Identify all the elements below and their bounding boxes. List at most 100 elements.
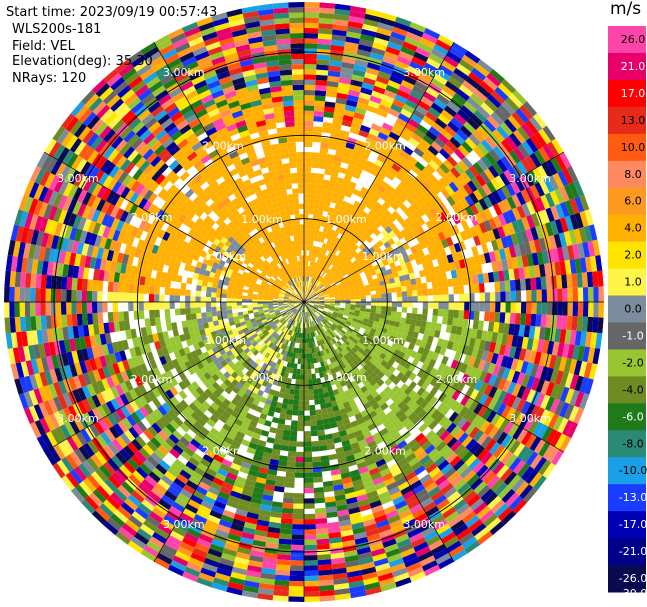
ppi-cell [566,315,573,331]
ppi-cell [318,252,323,259]
ppi-cell [459,507,474,520]
ppi-cell [501,488,516,504]
ppi-cell [489,311,496,323]
ppi-cell [332,349,338,356]
ppi-cell [529,405,541,420]
ppi-cell [316,424,325,431]
ppi-cell [419,37,436,49]
ppi-cell [349,235,357,242]
ppi-cell [464,293,470,302]
ppi-cell [55,302,62,315]
ppi-cell [333,13,350,22]
ppi-cell [345,330,352,336]
ppi-cell [313,314,318,319]
ppi-cell [579,210,589,228]
ppi-cell [14,302,20,318]
ppi-cell [309,321,312,327]
ppi-cell [365,302,372,306]
ppi-cell [340,329,346,335]
ppi-cell [492,162,504,176]
ppi-cell [365,375,374,383]
ppi-cell [369,357,377,365]
ppi-cell [304,560,318,566]
ppi-cell [315,262,319,269]
ppi-cell [472,274,479,285]
ppi-cell [421,181,431,192]
ppi-cell [314,199,321,205]
ppi-cell [416,450,428,462]
ppi-cell [572,287,579,302]
ppi-cell [365,160,375,169]
ppi-cell [360,253,367,260]
ppi-cell [388,557,405,568]
ppi-cell [535,364,544,379]
ppi-cell [323,325,329,331]
ppi-cell [144,276,151,286]
ppi-cell [395,316,402,323]
ppi-cell [315,74,328,81]
ppi-cell [226,289,233,295]
ppi-cell [360,198,369,207]
ppi-cell [385,509,399,520]
ppi-cell [461,156,473,169]
ppi-cell [29,287,36,302]
ppi-cell [379,528,393,539]
ppi-cell [335,243,341,250]
ppi-cell [513,268,521,280]
ppi-cell [307,287,311,293]
ppi-cell [479,80,495,95]
ppi-cell [438,148,451,160]
ppi-cell [538,237,547,252]
ppi-cell [60,302,67,315]
ppi-cell [504,280,511,292]
ppi-cell [185,295,191,302]
ppi-cell [373,281,380,287]
ppi-cell [305,292,308,298]
ppi-cell [401,307,408,313]
ppi-cell [312,320,316,326]
ppi-cell [154,294,160,302]
ppi-cell [211,311,218,317]
ppi-cell [451,379,461,390]
ppi-cell [564,372,574,389]
ppi-cell [341,283,348,288]
ppi-cell [319,247,325,254]
ppi-cell [395,264,403,272]
ppi-cell [338,259,345,266]
ppi-cell [513,146,526,162]
ppi-cell [526,375,536,390]
ppi-cell [363,18,379,28]
ppi-cell [174,295,181,302]
ppi-cell [352,424,361,433]
ppi-cell [149,277,156,287]
ppi-cell [489,291,496,302]
ppi-cell [362,341,370,348]
ppi-cell [371,298,377,302]
ppi-cell [297,358,302,364]
ppi-cell [552,415,564,432]
ppi-cell [350,5,367,14]
ppi-cell [318,439,327,447]
ppi-cell [317,351,322,357]
ppi-cell [540,380,550,395]
ppi-cell [317,43,332,50]
ppi-cell [503,420,515,435]
ppi-cell [355,296,361,300]
ppi-cell [433,204,443,215]
ppi-cell [304,420,311,427]
ppi-cell [366,236,374,244]
ppi-cell [337,274,344,280]
ppi-cell [515,108,530,123]
ppi-cell [369,371,378,379]
ppi-cell [314,303,320,306]
ppi-cell [205,302,212,308]
ppi-cell [453,260,461,270]
ppi-cell [593,302,599,318]
ppi-cell [424,341,432,351]
ppi-cell [323,294,329,297]
ppi-cell [379,445,390,455]
ppi-cell [518,348,527,361]
ppi-cell [477,320,485,331]
ppi-cell [538,459,552,476]
ppi-cell [376,272,383,279]
